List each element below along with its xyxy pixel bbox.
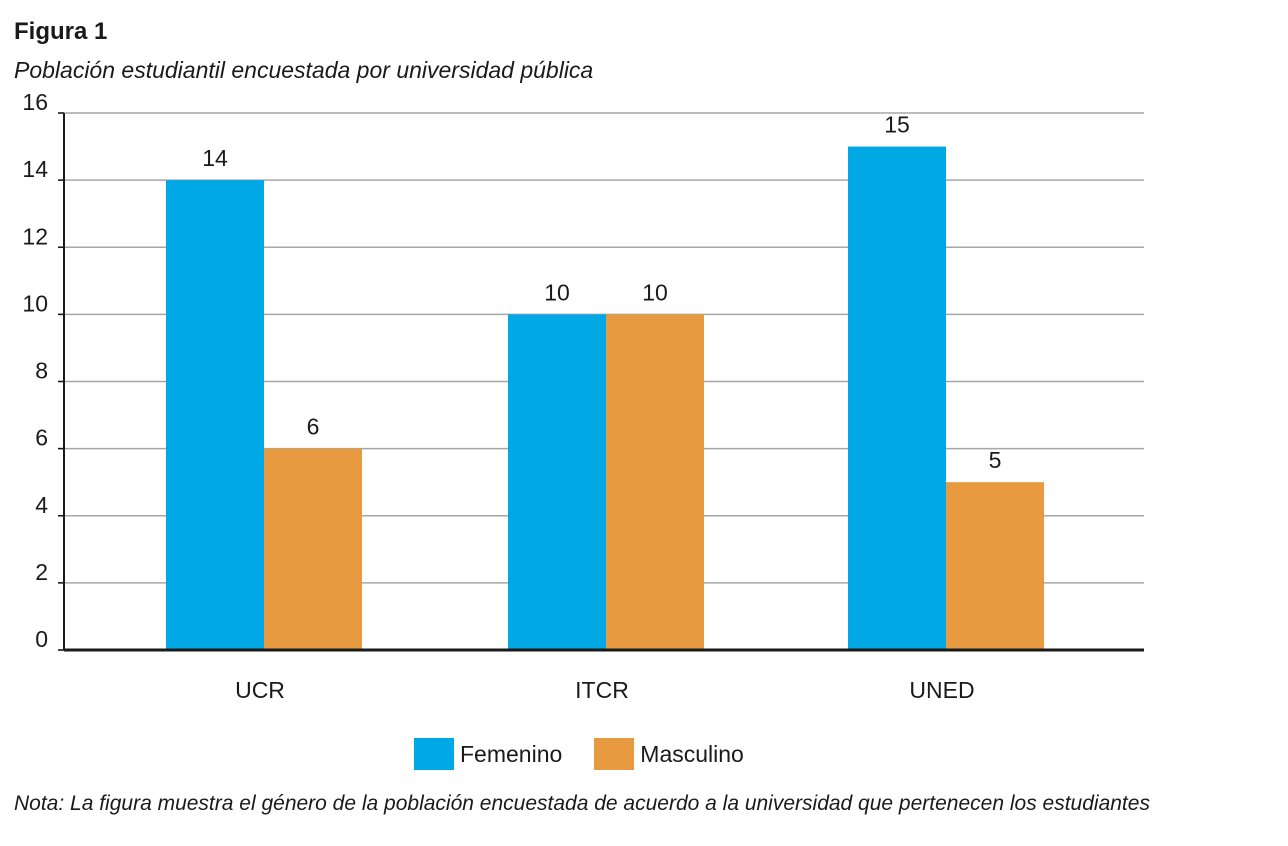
bar-femenino-ucr [166, 180, 264, 650]
bar-masculino-itcr [606, 314, 704, 650]
data-label: 10 [544, 279, 570, 305]
figure-title: Población estudiantil encuestada por uni… [14, 57, 594, 83]
y-tick-label: 2 [35, 559, 48, 585]
bar-masculino-uned [946, 482, 1044, 650]
chart-legend: Femenino Masculino [414, 738, 764, 770]
legend-item-masculino: Masculino [594, 738, 744, 770]
legend-swatch-femenino [414, 738, 454, 770]
legend-label-femenino: Femenino [460, 740, 563, 767]
y-tick-label: 14 [22, 156, 48, 182]
y-tick-label: 0 [35, 626, 48, 652]
bar-femenino-uned [848, 146, 946, 650]
y-tick-label: 10 [22, 290, 48, 316]
data-label: 14 [202, 145, 228, 171]
y-tick-label: 4 [35, 492, 48, 518]
y-tick-label: 16 [22, 89, 48, 115]
legend-item-femenino: Femenino [414, 738, 562, 770]
x-tick-label: ITCR [575, 677, 629, 703]
data-label: 15 [884, 112, 910, 138]
data-label: 6 [307, 414, 320, 440]
y-tick-label: 6 [35, 425, 48, 451]
data-label: 10 [642, 279, 668, 305]
x-tick-label: UNED [909, 677, 974, 703]
legend-swatch-masculino [594, 738, 635, 770]
legend-label-masculino: Masculino [640, 740, 744, 767]
y-tick-label: 12 [22, 223, 48, 249]
figure-note: Nota: La figura muestra el género de la … [14, 792, 1150, 815]
bar-masculino-ucr [264, 448, 362, 650]
figure-label: Figura 1 [14, 18, 108, 45]
y-tick-label: 8 [35, 358, 48, 384]
data-label: 5 [989, 447, 1002, 473]
bar-femenino-itcr [508, 314, 606, 650]
x-tick-label: UCR [235, 677, 285, 703]
